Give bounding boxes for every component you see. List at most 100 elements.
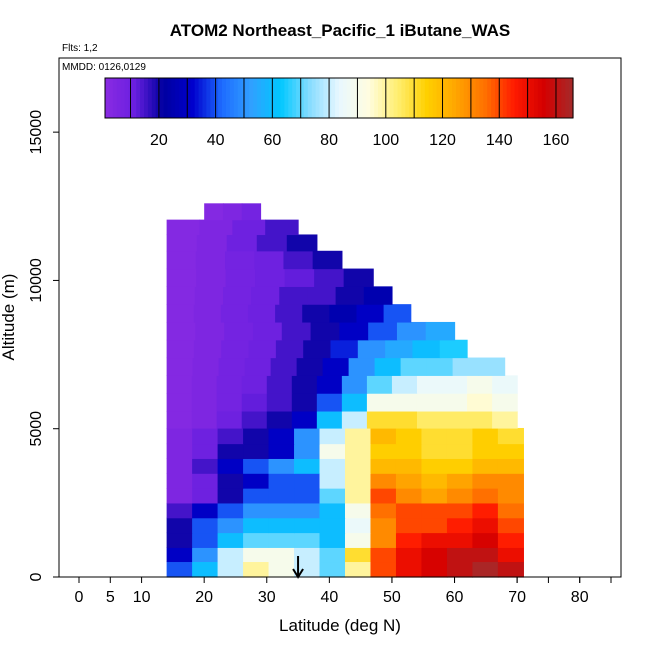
- heatmap-cell: [193, 304, 222, 323]
- heatmap-cell: [395, 458, 423, 474]
- x-tick-label: 10: [133, 589, 151, 606]
- heatmap-cell: [356, 304, 385, 323]
- colorbar-segment: [218, 78, 223, 118]
- heatmap-cell: [252, 321, 283, 341]
- heatmap-cell: [319, 517, 346, 534]
- heatmap-cell: [243, 458, 270, 474]
- colorbar-segment: [370, 78, 375, 118]
- heatmap-cell: [497, 427, 524, 445]
- colorbar-segment: [261, 78, 266, 118]
- heatmap-cell: [241, 375, 268, 394]
- colorbar-segment: [233, 78, 239, 118]
- x-tick-label: 20: [195, 589, 213, 606]
- colorbar-segment: [518, 78, 523, 118]
- colorbar-segment: [417, 78, 422, 118]
- colorbar-segment: [545, 78, 551, 118]
- heatmap-cell: [166, 357, 194, 376]
- heatmap-cell: [421, 427, 448, 445]
- heatmap-cell: [421, 532, 448, 548]
- heatmap-cell: [312, 250, 343, 270]
- heatmap-cell: [284, 268, 315, 287]
- heatmap-cell: [218, 357, 246, 376]
- arrow-head: [292, 568, 304, 579]
- colorbar-segment: [315, 78, 321, 118]
- heatmap-cell: [241, 393, 268, 412]
- heatmap-cell: [446, 517, 474, 534]
- colorbar-segment: [354, 78, 360, 118]
- heatmap-cell: [319, 502, 346, 519]
- heatmap-cell: [166, 427, 193, 445]
- heatmap-cell: [446, 488, 474, 504]
- heatmap-cell: [243, 561, 270, 578]
- colorbar-segment: [409, 78, 414, 118]
- colorbar-segment: [495, 78, 500, 118]
- colorbar-segment: [222, 78, 227, 118]
- colorbar-segment: [237, 78, 243, 118]
- heatmap-cell: [217, 532, 244, 548]
- latitude-marker-arrow: [292, 556, 304, 579]
- heatmap-cell: [446, 473, 474, 489]
- heatmap-cell: [421, 473, 448, 489]
- heatmap-cell: [217, 488, 244, 504]
- colorbar-segment: [194, 78, 200, 118]
- colorbar-segment: [175, 78, 180, 118]
- heatmap-cell: [395, 427, 423, 445]
- heatmap-cell: [348, 357, 376, 376]
- colorbar-segment: [456, 78, 461, 118]
- heatmap-cell: [421, 458, 448, 474]
- colorbar-segment: [522, 78, 527, 118]
- heatmap-cell: [319, 473, 346, 489]
- heatmap-cell: [391, 410, 418, 429]
- colorbar-tick-label: 60: [263, 132, 281, 149]
- heatmap-cell: [472, 561, 499, 578]
- colorbar-tick-label: 40: [207, 132, 225, 149]
- y-tick-label: 10000: [28, 258, 45, 303]
- heatmap-cell: [446, 532, 474, 548]
- heatmap-cell: [314, 268, 345, 287]
- colorbar-segment: [112, 78, 118, 118]
- colorbar-segment: [249, 78, 254, 118]
- heatmap-cell: [370, 561, 397, 578]
- heatmap-cell: [294, 488, 321, 504]
- heatmap-cell: [224, 321, 254, 341]
- colorbar-segment: [288, 78, 293, 118]
- heatmap-cell: [192, 488, 219, 504]
- heatmap-cell: [341, 410, 368, 429]
- heatmap-cell: [416, 410, 443, 429]
- colorbar-segment: [108, 78, 114, 118]
- colorbar-segment: [557, 78, 562, 118]
- colorbar-segment: [393, 78, 399, 118]
- heatmap-cell: [391, 393, 418, 412]
- colorbar-segment: [268, 78, 274, 118]
- x-tick-label: 70: [508, 589, 526, 606]
- heatmap-cell: [166, 304, 195, 323]
- colorbar-segment: [171, 78, 176, 118]
- colorbar-segment: [296, 78, 301, 118]
- heatmap-cell: [421, 547, 448, 563]
- colorbar-segment: [323, 78, 328, 118]
- heatmap-cell: [370, 473, 397, 489]
- colorbar-segment: [116, 78, 122, 118]
- heatmap-cell: [166, 250, 197, 270]
- heatmap-cell: [268, 561, 295, 578]
- heatmap-cell: [251, 286, 280, 305]
- colorbar-segment: [569, 78, 574, 118]
- x-tick-label: 50: [383, 589, 401, 606]
- colorbar-segment: [190, 78, 196, 118]
- heatmap-cell: [319, 561, 346, 578]
- colorbar-segment: [335, 78, 340, 118]
- colorbar-segment: [245, 78, 250, 118]
- heatmap-cell: [370, 532, 397, 548]
- heatmap-cell: [497, 488, 524, 504]
- heatmap-cell: [166, 547, 193, 563]
- heatmap-cell: [243, 427, 270, 445]
- heatmap-cell: [192, 443, 219, 459]
- heatmap-cell: [166, 502, 193, 519]
- colorbar-segment: [448, 78, 453, 118]
- heatmap-cell: [225, 250, 255, 270]
- heatmap-cell: [166, 286, 196, 305]
- heatmap-cell: [472, 547, 499, 563]
- colorbar-tick-label: 100: [372, 132, 399, 149]
- heatmap-cell: [166, 458, 193, 474]
- heatmap-cell: [302, 304, 330, 323]
